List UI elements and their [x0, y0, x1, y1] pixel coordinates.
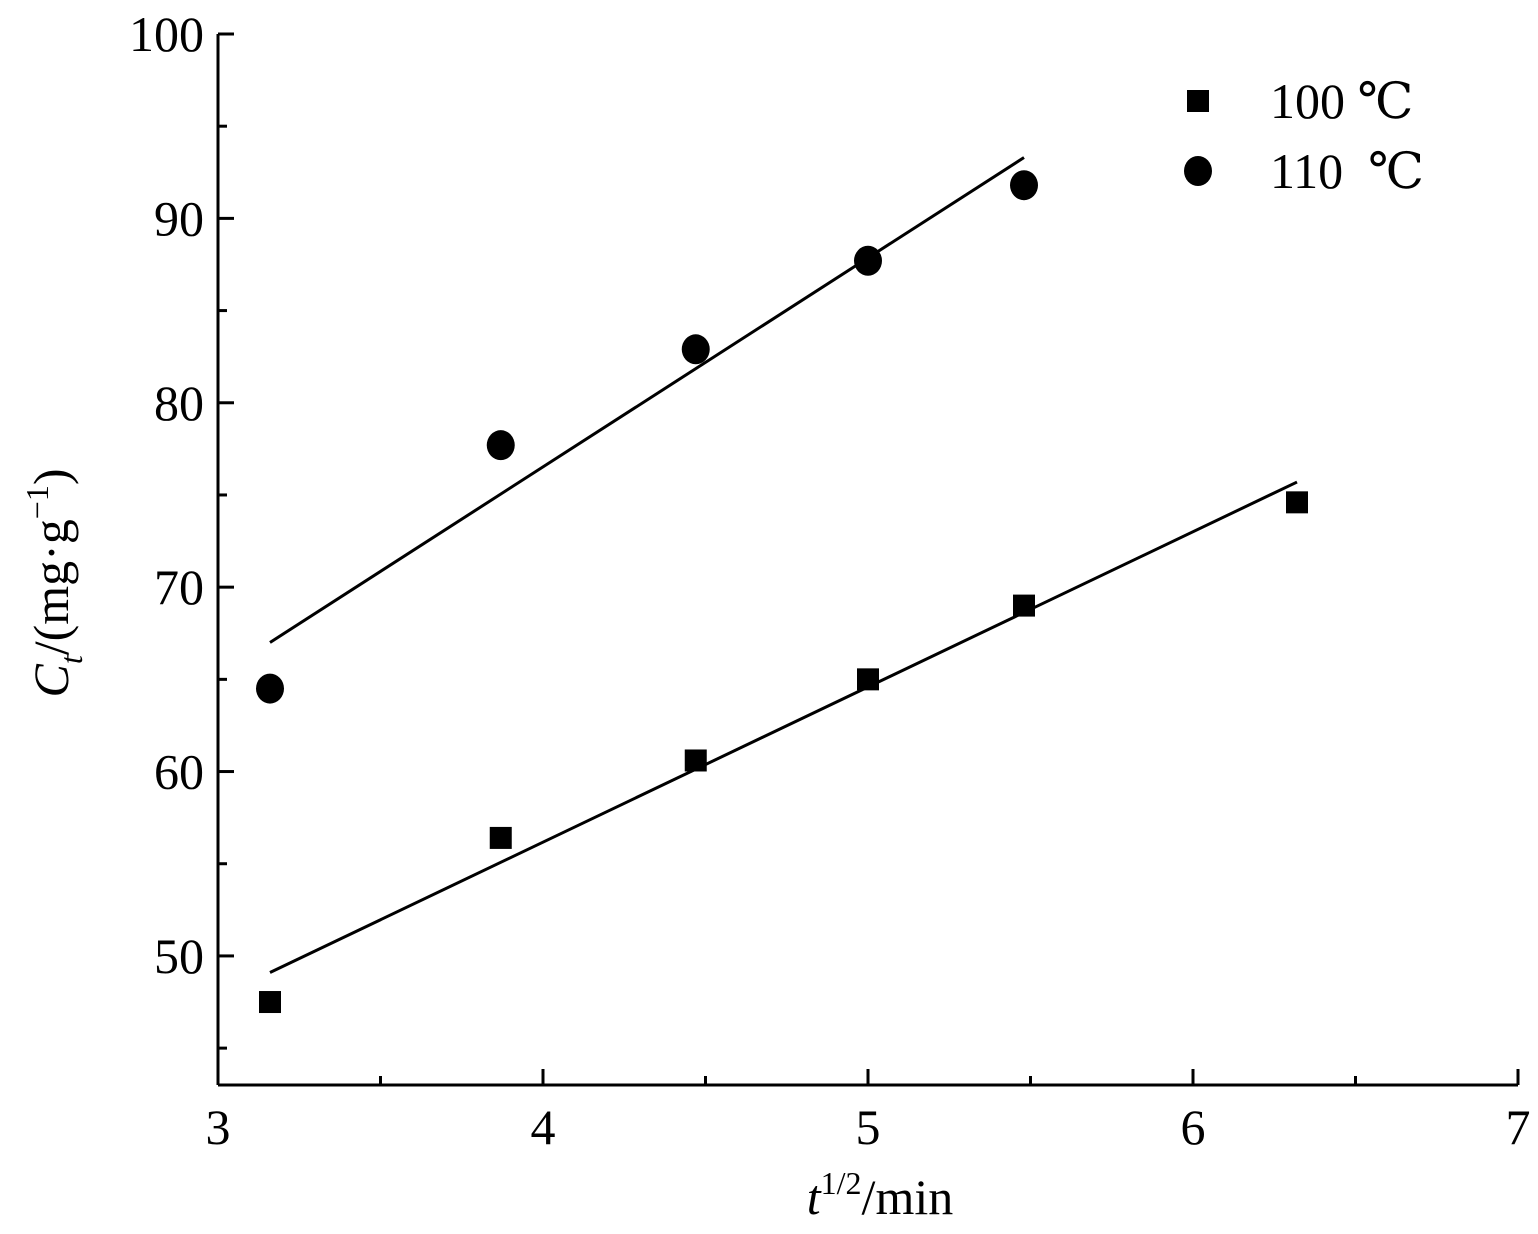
x-axis-label-main: t: [807, 1169, 822, 1225]
legend-label-110c: 110 ℃: [1270, 143, 1424, 199]
data-point-110c: [854, 245, 882, 276]
y-tick-label: 80: [154, 375, 204, 431]
x-axis-label-rest: /min: [862, 1169, 954, 1225]
data-point-110c: [681, 334, 710, 365]
fit-lines: [269, 156, 1298, 974]
x-axis-label: t1/2/min: [807, 1165, 953, 1225]
data-point-100c: [259, 991, 281, 1014]
y-axis-label-sub: t: [53, 654, 89, 664]
x-tick-label: 5: [856, 1099, 881, 1155]
x-tick-label: 6: [1181, 1099, 1206, 1155]
legend-marker-110c: [1184, 156, 1212, 186]
fit-line-100c: [269, 480, 1298, 974]
y-axis-label-rest: /(mg·g: [23, 519, 79, 655]
data-point-100c: [489, 826, 512, 849]
data-point-100c: [684, 749, 707, 772]
fit-line-110c: [269, 156, 1025, 644]
y-axis-label-sup: −1: [19, 485, 55, 519]
data-point-100c: [1013, 594, 1035, 617]
data-point-110c: [486, 430, 515, 461]
y-tick-label: 90: [154, 190, 204, 246]
y-tick-label: 60: [154, 744, 204, 800]
x-tick-label: 7: [1506, 1099, 1531, 1155]
x-tick-label: 4: [531, 1099, 556, 1155]
y-tick-label: 50: [154, 928, 204, 984]
data-point-100c: [857, 668, 879, 691]
data-points: [256, 170, 1308, 1014]
x-axis-label-sup: 1/2: [821, 1165, 862, 1201]
y-axis-label-close: ): [23, 468, 79, 485]
y-axis-label: Ct/(mg·g−1): [19, 468, 89, 697]
data-point-100c: [1286, 491, 1308, 514]
y-tick-label: 100: [129, 6, 204, 62]
data-point-110c: [1010, 170, 1038, 201]
y-axis-label-main: C: [23, 664, 79, 698]
legend-marker-100c: [1187, 90, 1209, 112]
legend: 100 ℃ 110 ℃: [1184, 73, 1424, 199]
x-tick-label: 3: [206, 1099, 231, 1155]
y-tick-label: 70: [154, 559, 204, 615]
data-point-110c: [256, 673, 284, 704]
legend-label-100c: 100 ℃: [1270, 73, 1413, 129]
ticks: 50 60 70 80 90 100 3 4 5 6 7: [129, 6, 1531, 1155]
